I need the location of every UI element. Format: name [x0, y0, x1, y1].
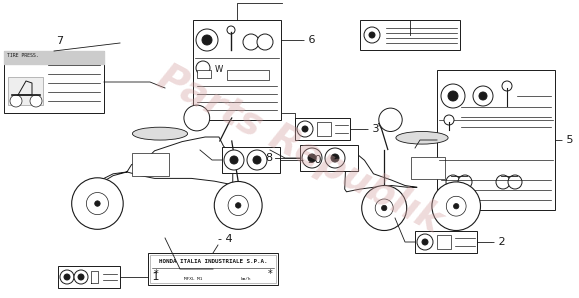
Circle shape [375, 199, 393, 217]
Bar [4, 51, 104, 64]
Text: - 2: - 2 [491, 237, 505, 247]
Circle shape [10, 95, 22, 107]
Polygon shape [345, 147, 417, 192]
Bar [8, 77, 43, 105]
Circle shape [95, 201, 100, 206]
Circle shape [479, 92, 487, 100]
Text: MFXL M1: MFXL M1 [184, 277, 203, 281]
Bar [148, 253, 278, 285]
Bar [317, 122, 331, 136]
Polygon shape [92, 137, 233, 185]
Text: *: * [153, 269, 159, 279]
Circle shape [473, 86, 493, 106]
Circle shape [184, 105, 210, 131]
Circle shape [458, 175, 472, 189]
Bar [437, 70, 555, 210]
Ellipse shape [133, 127, 188, 140]
Circle shape [64, 274, 70, 280]
Circle shape [196, 61, 210, 75]
Circle shape [236, 203, 241, 208]
Circle shape [228, 195, 248, 215]
Circle shape [30, 95, 42, 107]
Bar [360, 20, 460, 50]
Bar [222, 147, 280, 173]
Text: - 5: - 5 [559, 135, 574, 145]
Circle shape [446, 175, 460, 189]
Circle shape [444, 115, 454, 125]
Circle shape [369, 32, 375, 38]
Circle shape [432, 182, 481, 230]
Text: Parts Republık: Parts Republık [151, 59, 449, 241]
Circle shape [230, 156, 238, 164]
Circle shape [224, 150, 244, 170]
Bar [58, 266, 120, 288]
Text: *: * [267, 269, 272, 279]
Text: HONDA ITALIA INDUSTRIALE S.P.A.: HONDA ITALIA INDUSTRIALE S.P.A. [159, 260, 267, 264]
Circle shape [297, 121, 313, 137]
Text: - 4: - 4 [218, 234, 233, 244]
Circle shape [441, 84, 465, 108]
Circle shape [448, 91, 458, 101]
Circle shape [417, 234, 433, 250]
Circle shape [196, 29, 218, 51]
Circle shape [508, 175, 522, 189]
Circle shape [243, 34, 259, 50]
Text: 7: 7 [56, 36, 63, 46]
Circle shape [325, 148, 345, 168]
Text: km/h: km/h [240, 277, 251, 281]
Bar [193, 20, 281, 120]
Bar [411, 157, 445, 179]
Bar [227, 70, 269, 80]
Circle shape [78, 274, 84, 280]
Circle shape [382, 205, 387, 211]
Circle shape [72, 178, 123, 229]
Circle shape [227, 26, 235, 34]
Text: W: W [215, 66, 223, 74]
Circle shape [502, 81, 512, 91]
Circle shape [60, 270, 74, 284]
Circle shape [302, 126, 308, 132]
Ellipse shape [396, 131, 448, 144]
Bar [4, 51, 104, 113]
Text: - 10: - 10 [300, 155, 321, 165]
Text: - 6: - 6 [301, 35, 316, 45]
Circle shape [86, 193, 108, 215]
Circle shape [422, 239, 428, 245]
Circle shape [308, 154, 316, 162]
Text: 8: 8 [265, 153, 272, 163]
Bar [197, 70, 211, 78]
Circle shape [446, 196, 466, 216]
Circle shape [331, 154, 339, 162]
Bar [437, 235, 451, 249]
Bar [133, 153, 169, 176]
Bar [300, 145, 358, 171]
Text: - 1: - 1 [145, 272, 159, 282]
Bar [150, 255, 276, 283]
Circle shape [214, 181, 262, 229]
Circle shape [362, 185, 406, 230]
Circle shape [379, 108, 402, 131]
Bar [295, 118, 350, 140]
Circle shape [257, 34, 273, 50]
Bar [415, 231, 477, 253]
Circle shape [496, 175, 510, 189]
Text: - 3: - 3 [365, 124, 379, 134]
Text: TIRE PRESS.: TIRE PRESS. [7, 53, 39, 58]
Circle shape [453, 204, 459, 209]
Circle shape [247, 150, 267, 170]
Circle shape [302, 148, 322, 168]
Circle shape [364, 27, 380, 43]
Circle shape [253, 156, 261, 164]
Circle shape [202, 35, 212, 45]
Circle shape [74, 270, 88, 284]
